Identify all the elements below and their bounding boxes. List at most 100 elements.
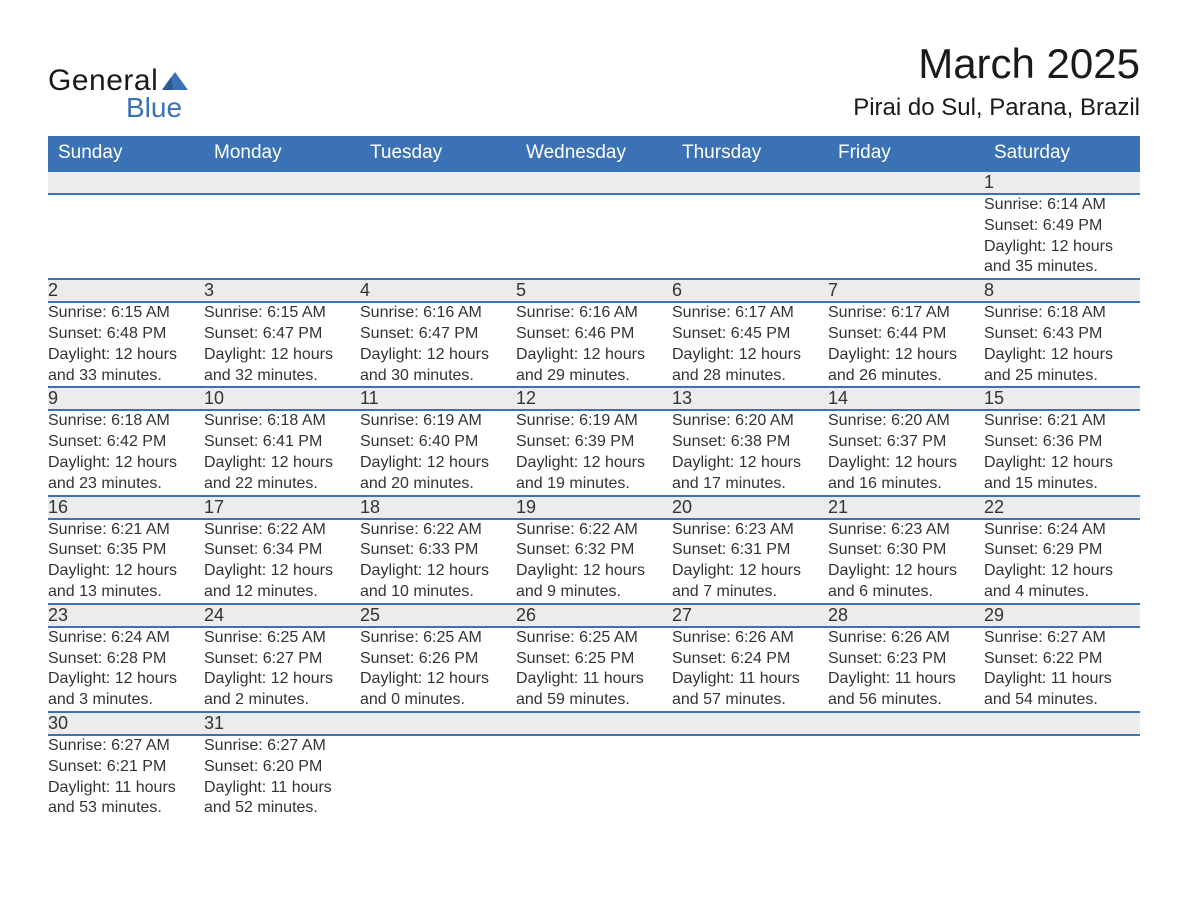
- day-detail-cell: Sunrise: 6:27 AMSunset: 6:21 PMDaylight:…: [48, 735, 204, 819]
- day-detail-cell: Sunrise: 6:20 AMSunset: 6:37 PMDaylight:…: [828, 410, 984, 495]
- sunrise-text: Sunrise: 6:18 AM: [984, 303, 1140, 324]
- day-number-cell: 30: [48, 712, 204, 735]
- daylight1-text: Daylight: 12 hours: [360, 669, 516, 690]
- sunrise-text: Sunrise: 6:23 AM: [672, 520, 828, 541]
- daylight2-text: and 25 minutes.: [984, 366, 1140, 387]
- day-detail-row: Sunrise: 6:15 AMSunset: 6:48 PMDaylight:…: [48, 302, 1140, 387]
- title-block: March 2025 Pirai do Sul, Parana, Brazil: [853, 40, 1140, 122]
- daylight2-text: and 23 minutes.: [48, 474, 204, 495]
- day-number-cell: 3: [204, 279, 360, 302]
- day-detail-cell: Sunrise: 6:17 AMSunset: 6:44 PMDaylight:…: [828, 302, 984, 387]
- daylight2-text: and 52 minutes.: [204, 798, 360, 819]
- day-detail-cell: [828, 735, 984, 819]
- sunrise-text: Sunrise: 6:22 AM: [360, 520, 516, 541]
- sunset-text: Sunset: 6:26 PM: [360, 649, 516, 670]
- daylight1-text: Daylight: 12 hours: [360, 453, 516, 474]
- day-detail-cell: Sunrise: 6:27 AMSunset: 6:22 PMDaylight:…: [984, 627, 1140, 712]
- daylight2-text: and 7 minutes.: [672, 582, 828, 603]
- day-number-cell: [360, 171, 516, 194]
- daylight2-text: and 0 minutes.: [360, 690, 516, 711]
- daylight2-text: and 10 minutes.: [360, 582, 516, 603]
- sunset-text: Sunset: 6:40 PM: [360, 432, 516, 453]
- sunrise-text: Sunrise: 6:15 AM: [204, 303, 360, 324]
- day-detail-cell: Sunrise: 6:16 AMSunset: 6:47 PMDaylight:…: [360, 302, 516, 387]
- day-number-cell: 31: [204, 712, 360, 735]
- sunset-text: Sunset: 6:24 PM: [672, 649, 828, 670]
- day-detail-cell: Sunrise: 6:17 AMSunset: 6:45 PMDaylight:…: [672, 302, 828, 387]
- sunset-text: Sunset: 6:43 PM: [984, 324, 1140, 345]
- daylight2-text: and 19 minutes.: [516, 474, 672, 495]
- daylight2-text: and 15 minutes.: [984, 474, 1140, 495]
- day-detail-cell: Sunrise: 6:24 AMSunset: 6:29 PMDaylight:…: [984, 519, 1140, 604]
- day-number-cell: 17: [204, 496, 360, 519]
- day-number-cell: [672, 171, 828, 194]
- daylight1-text: Daylight: 12 hours: [984, 345, 1140, 366]
- daylight2-text: and 32 minutes.: [204, 366, 360, 387]
- day-detail-cell: Sunrise: 6:23 AMSunset: 6:31 PMDaylight:…: [672, 519, 828, 604]
- day-detail-cell: [672, 194, 828, 279]
- sunrise-text: Sunrise: 6:19 AM: [516, 411, 672, 432]
- daylight1-text: Daylight: 12 hours: [672, 561, 828, 582]
- sunrise-text: Sunrise: 6:25 AM: [360, 628, 516, 649]
- daylight2-text: and 4 minutes.: [984, 582, 1140, 603]
- daylight1-text: Daylight: 12 hours: [828, 561, 984, 582]
- sunset-text: Sunset: 6:42 PM: [48, 432, 204, 453]
- daylight2-text: and 57 minutes.: [672, 690, 828, 711]
- daylight2-text: and 16 minutes.: [828, 474, 984, 495]
- sunset-text: Sunset: 6:45 PM: [672, 324, 828, 345]
- day-number-cell: 28: [828, 604, 984, 627]
- daylight1-text: Daylight: 12 hours: [672, 453, 828, 474]
- daylight2-text: and 35 minutes.: [984, 257, 1140, 278]
- sunset-text: Sunset: 6:37 PM: [828, 432, 984, 453]
- day-number-cell: 16: [48, 496, 204, 519]
- day-number-row: 3031: [48, 712, 1140, 735]
- day-number-cell: 22: [984, 496, 1140, 519]
- daylight1-text: Daylight: 12 hours: [828, 453, 984, 474]
- daylight2-text: and 56 minutes.: [828, 690, 984, 711]
- day-number-cell: 21: [828, 496, 984, 519]
- sunrise-text: Sunrise: 6:15 AM: [48, 303, 204, 324]
- daylight1-text: Daylight: 11 hours: [204, 778, 360, 799]
- daylight1-text: Daylight: 11 hours: [48, 778, 204, 799]
- day-detail-cell: Sunrise: 6:24 AMSunset: 6:28 PMDaylight:…: [48, 627, 204, 712]
- weekday-header: Monday: [204, 136, 360, 171]
- day-detail-cell: Sunrise: 6:25 AMSunset: 6:26 PMDaylight:…: [360, 627, 516, 712]
- day-detail-cell: Sunrise: 6:21 AMSunset: 6:35 PMDaylight:…: [48, 519, 204, 604]
- day-detail-cell: Sunrise: 6:15 AMSunset: 6:47 PMDaylight:…: [204, 302, 360, 387]
- logo: General Blue: [48, 64, 188, 124]
- day-number-cell: [360, 712, 516, 735]
- sunset-text: Sunset: 6:25 PM: [516, 649, 672, 670]
- day-detail-cell: Sunrise: 6:22 AMSunset: 6:33 PMDaylight:…: [360, 519, 516, 604]
- day-detail-cell: [360, 735, 516, 819]
- day-detail-cell: Sunrise: 6:25 AMSunset: 6:27 PMDaylight:…: [204, 627, 360, 712]
- day-detail-cell: [984, 735, 1140, 819]
- day-number-cell: 8: [984, 279, 1140, 302]
- day-number-cell: 12: [516, 387, 672, 410]
- sunset-text: Sunset: 6:20 PM: [204, 757, 360, 778]
- day-detail-cell: Sunrise: 6:21 AMSunset: 6:36 PMDaylight:…: [984, 410, 1140, 495]
- daylight1-text: Daylight: 12 hours: [48, 345, 204, 366]
- day-detail-cell: Sunrise: 6:22 AMSunset: 6:32 PMDaylight:…: [516, 519, 672, 604]
- daylight2-text: and 17 minutes.: [672, 474, 828, 495]
- sunset-text: Sunset: 6:27 PM: [204, 649, 360, 670]
- daylight1-text: Daylight: 12 hours: [204, 345, 360, 366]
- daylight2-text: and 53 minutes.: [48, 798, 204, 819]
- day-number-cell: [516, 712, 672, 735]
- sunset-text: Sunset: 6:21 PM: [48, 757, 204, 778]
- daylight1-text: Daylight: 11 hours: [516, 669, 672, 690]
- day-detail-cell: [672, 735, 828, 819]
- day-detail-cell: [204, 194, 360, 279]
- sunrise-text: Sunrise: 6:23 AM: [828, 520, 984, 541]
- day-number-row: 16171819202122: [48, 496, 1140, 519]
- weekday-header: Saturday: [984, 136, 1140, 171]
- day-number-cell: 27: [672, 604, 828, 627]
- logo-triangle-icon: [162, 72, 188, 90]
- day-detail-cell: Sunrise: 6:20 AMSunset: 6:38 PMDaylight:…: [672, 410, 828, 495]
- daylight1-text: Daylight: 12 hours: [360, 561, 516, 582]
- calendar-table: Sunday Monday Tuesday Wednesday Thursday…: [48, 136, 1140, 819]
- day-detail-cell: Sunrise: 6:26 AMSunset: 6:24 PMDaylight:…: [672, 627, 828, 712]
- daylight2-text: and 30 minutes.: [360, 366, 516, 387]
- day-detail-cell: Sunrise: 6:16 AMSunset: 6:46 PMDaylight:…: [516, 302, 672, 387]
- sunset-text: Sunset: 6:32 PM: [516, 540, 672, 561]
- daylight2-text: and 28 minutes.: [672, 366, 828, 387]
